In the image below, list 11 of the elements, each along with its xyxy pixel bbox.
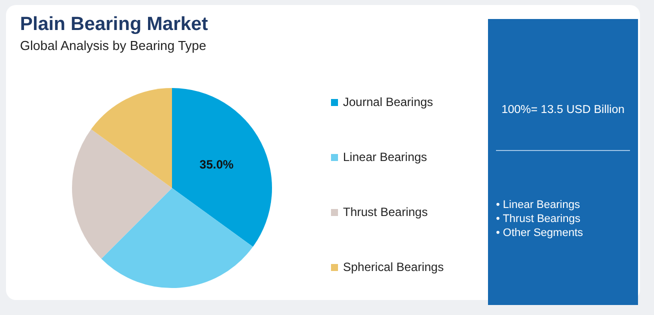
legend-label: Linear Bearings bbox=[343, 150, 428, 164]
legend-label: Thrust Bearings bbox=[343, 205, 428, 219]
text: • Other Segments bbox=[496, 227, 584, 239]
chart-title: Plain Bearing Market bbox=[20, 14, 208, 36]
chart-subtitle: Global Analysis by Bearing Type bbox=[20, 38, 206, 53]
legend-label: Journal Bearings bbox=[343, 95, 434, 109]
legend-label: Spherical Bearings bbox=[343, 260, 444, 274]
text: 100%= 13.5 USD Billion bbox=[500, 104, 626, 116]
data-label: 35.0% bbox=[200, 158, 234, 172]
text: • Thrust Bearings bbox=[496, 213, 580, 225]
text: • Linear Bearings bbox=[496, 199, 580, 211]
